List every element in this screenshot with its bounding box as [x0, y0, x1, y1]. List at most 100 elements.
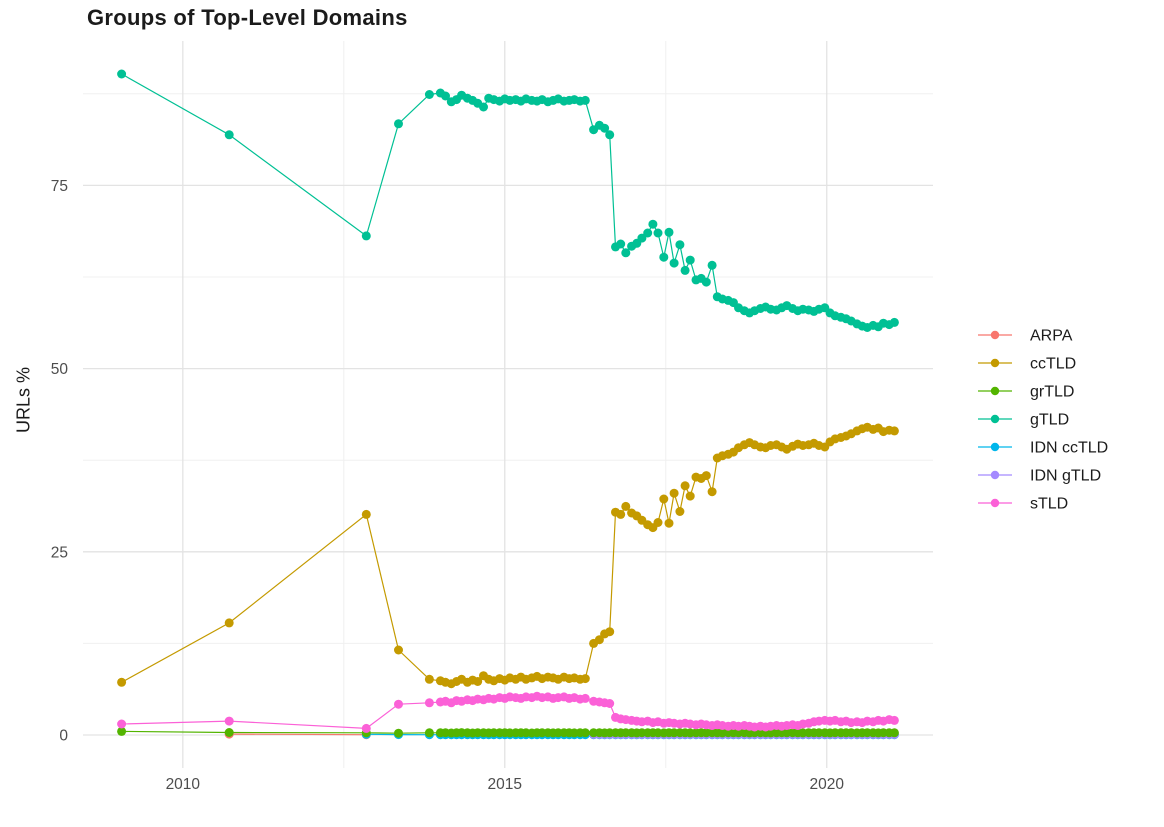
data-point-cctld — [669, 488, 679, 498]
x-axis-tick-labels: 2010 2015 2020 — [166, 776, 845, 793]
data-point-gtld — [707, 260, 717, 270]
data-point-grtld — [889, 728, 899, 738]
legend-item-cctld: ccTLD — [978, 356, 1076, 373]
y-axis-tick-labels: 0 25 50 75 — [51, 178, 69, 745]
data-point-stld — [224, 716, 234, 726]
legend-label-cctld: ccTLD — [1030, 356, 1076, 373]
legend-item-idn-cctld: IDN ccTLD — [978, 440, 1108, 457]
data-point-gtld — [643, 228, 653, 238]
x-tick-label: 2015 — [488, 776, 522, 793]
data-point-gtld — [424, 90, 434, 99]
data-point-gtld — [117, 69, 127, 79]
data-point-grtld — [580, 728, 590, 738]
data-point-gtld — [441, 91, 450, 101]
legend-item-idn-gtld: IDN gTLD — [978, 468, 1101, 485]
data-point-gtld — [637, 233, 647, 243]
data-point-cctld — [707, 487, 717, 497]
data-point-gtld — [680, 265, 690, 275]
data-point-gtld — [685, 255, 695, 265]
data-point-stld — [394, 699, 403, 709]
series-stld — [117, 691, 899, 733]
legend-key-dot-cctld — [990, 358, 1000, 368]
data-point-cctld — [659, 494, 669, 504]
legend-key-dot-idn-cctld — [990, 442, 1000, 452]
data-point-stld — [580, 693, 590, 703]
data-point-gtld — [580, 95, 590, 105]
data-point-grtld — [224, 728, 234, 737]
legend-key-dot-idn-gtld — [990, 470, 1000, 480]
data-point-gtld — [701, 277, 711, 287]
series-grtld — [117, 726, 899, 738]
legend-key-dot-stld — [990, 498, 1000, 508]
legend-item-arpa: ARPA — [978, 328, 1073, 345]
data-point-cctld — [889, 426, 899, 436]
data-point-cctld — [653, 518, 663, 527]
data-point-gtld — [224, 130, 234, 140]
data-point-gtld — [659, 252, 669, 262]
data-point-gtld — [648, 219, 658, 229]
legend-key-dot-gtld — [990, 414, 1000, 424]
data-point-cctld — [594, 635, 604, 645]
data-point-cctld — [605, 627, 615, 637]
legend-label-grtld: grTLD — [1030, 384, 1074, 401]
data-point-gtld — [889, 317, 899, 327]
data-point-cctld — [424, 674, 434, 684]
data-point-grtld — [424, 728, 434, 738]
data-point-gtld — [669, 258, 679, 268]
legend-label-gtld: gTLD — [1030, 412, 1069, 429]
data-point-cctld — [473, 677, 483, 686]
data-point-gtld — [664, 227, 674, 237]
y-tick-label: 25 — [51, 544, 68, 561]
data-point-gtld — [605, 130, 615, 140]
legend-label-arpa: ARPA — [1030, 328, 1073, 345]
legend-item-gtld: gTLD — [978, 412, 1069, 429]
data-point-gtld — [616, 239, 626, 249]
data-point-cctld — [394, 645, 403, 655]
data-point-gtld — [653, 228, 663, 238]
data-point-grtld — [117, 726, 127, 736]
y-tick-label: 50 — [51, 361, 69, 378]
y-tick-label: 0 — [59, 728, 68, 745]
data-point-cctld — [675, 507, 685, 516]
series-gtld — [117, 69, 899, 332]
data-point-stld — [361, 723, 371, 733]
data-point-gtld — [479, 102, 488, 112]
x-tick-label: 2010 — [166, 776, 201, 793]
chart-title: Groups of Top-Level Domains — [87, 5, 408, 30]
legend-key-dot-grtld — [990, 386, 1000, 396]
data-point-stld — [605, 699, 615, 708]
data-point-gtld — [621, 248, 631, 258]
data-point-gtld — [600, 123, 610, 133]
data-point-gtld — [361, 231, 371, 241]
y-tick-label: 75 — [51, 178, 68, 195]
legend-label-idn-gtld: IDN gTLD — [1030, 468, 1101, 485]
data-point-cctld — [621, 501, 631, 511]
plot-panel — [83, 41, 933, 768]
legend: ARPA ccTLD grTLD gTLD IDN ccTLD IDN gTLD sTLD — [978, 328, 1108, 513]
legend-label-idn-cctld: IDN ccTLD — [1030, 440, 1108, 457]
gridlines-minor — [83, 41, 933, 768]
legend-label-stld: sTLD — [1030, 496, 1068, 513]
series-line-arpa — [229, 733, 367, 736]
data-point-stld — [117, 719, 127, 729]
data-point-cctld — [117, 677, 127, 687]
legend-key-dot-arpa — [990, 330, 1000, 340]
data-point-gtld — [675, 240, 685, 250]
data-point-cctld — [224, 618, 234, 628]
data-point-cctld — [701, 471, 711, 481]
data-point-cctld — [580, 674, 590, 684]
data-point-stld — [889, 715, 899, 725]
legend-item-stld: sTLD — [978, 496, 1068, 513]
data-point-cctld — [685, 491, 695, 501]
data-point-cctld — [361, 509, 371, 519]
x-tick-label: 2020 — [810, 776, 845, 793]
series-cctld — [117, 422, 899, 689]
legend-item-grtld: grTLD — [978, 384, 1074, 401]
y-axis-title: URLs % — [13, 366, 34, 434]
data-point-cctld — [664, 518, 674, 528]
data-point-cctld — [616, 509, 626, 519]
data-point-stld — [424, 698, 434, 708]
data-point-grtld — [394, 728, 403, 738]
